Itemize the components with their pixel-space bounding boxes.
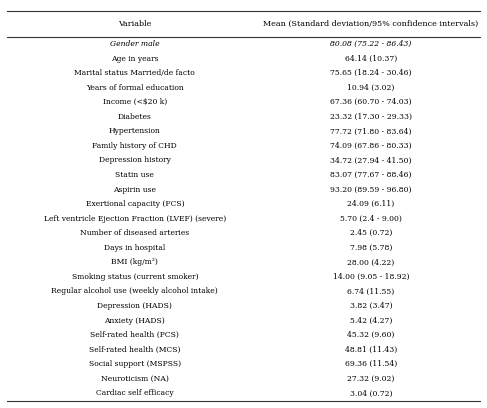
Text: 5.42 (4.27): 5.42 (4.27) [350, 317, 392, 325]
Text: 74.09 (67.86 - 80.33): 74.09 (67.86 - 80.33) [330, 142, 412, 150]
Text: 7.98 (5.78): 7.98 (5.78) [350, 244, 392, 252]
Text: Years of formal education: Years of formal education [86, 84, 184, 92]
Text: 93.20 (89.59 - 96.80): 93.20 (89.59 - 96.80) [330, 186, 412, 193]
Text: 34.72 (27.94 - 41.50): 34.72 (27.94 - 41.50) [330, 156, 412, 164]
Text: Gender male: Gender male [110, 40, 160, 48]
Text: 3.04 (0.72): 3.04 (0.72) [350, 389, 393, 397]
Text: 2.45 (0.72): 2.45 (0.72) [350, 229, 392, 237]
Text: Self-rated health (PCS): Self-rated health (PCS) [91, 331, 179, 339]
Text: Variable: Variable [118, 20, 151, 28]
Text: 67.36 (60.70 - 74.03): 67.36 (60.70 - 74.03) [330, 98, 412, 106]
Text: Depression history: Depression history [99, 156, 171, 164]
Text: Smoking status (current smoker): Smoking status (current smoker) [72, 273, 198, 281]
Text: 77.72 (71.80 - 83.64): 77.72 (71.80 - 83.64) [330, 127, 412, 135]
Text: Regular alcohol use (weekly alcohol intake): Regular alcohol use (weekly alcohol inta… [52, 288, 218, 295]
Text: Hypertension: Hypertension [109, 127, 161, 135]
Text: Statin use: Statin use [115, 171, 154, 179]
Text: 6.74 (11.55): 6.74 (11.55) [347, 288, 394, 295]
Text: Age in years: Age in years [111, 55, 159, 62]
Text: Days in hospital: Days in hospital [104, 244, 166, 252]
Text: 24.09 (6.11): 24.09 (6.11) [347, 200, 394, 208]
Text: 80.08 (75.22 - 86.43): 80.08 (75.22 - 86.43) [330, 40, 412, 48]
Text: Aspirin use: Aspirin use [113, 186, 156, 193]
Text: 23.32 (17.30 - 29.33): 23.32 (17.30 - 29.33) [330, 113, 412, 121]
Text: Depression (HADS): Depression (HADS) [97, 302, 172, 310]
Text: 5.70 (2.4 - 9.00): 5.70 (2.4 - 9.00) [340, 215, 402, 223]
Text: Self-rated health (MCS): Self-rated health (MCS) [89, 346, 181, 354]
Text: 14.00 (9.05 - 18.92): 14.00 (9.05 - 18.92) [333, 273, 409, 281]
Text: Income (<$20 k): Income (<$20 k) [103, 98, 167, 106]
Text: Number of diseased arteries: Number of diseased arteries [80, 229, 189, 237]
Text: 83.07 (77.67 - 88.46): 83.07 (77.67 - 88.46) [330, 171, 412, 179]
Text: 3.82 (3.47): 3.82 (3.47) [350, 302, 393, 310]
Text: BMI (kg/m²): BMI (kg/m²) [112, 258, 158, 266]
Text: Family history of CHD: Family history of CHD [93, 142, 177, 150]
Text: Cardiac self efficacy: Cardiac self efficacy [96, 389, 174, 397]
Text: 48.81 (11.43): 48.81 (11.43) [345, 346, 397, 354]
Text: 27.32 (9.02): 27.32 (9.02) [347, 375, 395, 383]
Text: 45.32 (9.60): 45.32 (9.60) [347, 331, 395, 339]
Text: 10.94 (3.02): 10.94 (3.02) [347, 84, 395, 92]
Text: Exertional capacity (FCS): Exertional capacity (FCS) [86, 200, 184, 208]
Text: Marital status Married/de facto: Marital status Married/de facto [75, 69, 195, 77]
Text: 75.65 (18.24 - 30.46): 75.65 (18.24 - 30.46) [330, 69, 412, 77]
Text: Social support (MSPSS): Social support (MSPSS) [89, 360, 181, 368]
Text: 28.00 (4.22): 28.00 (4.22) [347, 258, 394, 266]
Text: 69.36 (11.54): 69.36 (11.54) [345, 360, 397, 368]
Text: 64.14 (10.37): 64.14 (10.37) [345, 55, 397, 62]
Text: Mean (Standard deviation/95% confidence intervals): Mean (Standard deviation/95% confidence … [263, 20, 479, 28]
Text: Neuroticism (NA): Neuroticism (NA) [101, 375, 169, 383]
Text: Left ventricle Ejection Fraction (LVEF) (severe): Left ventricle Ejection Fraction (LVEF) … [44, 215, 226, 223]
Text: Anxiety (HADS): Anxiety (HADS) [105, 317, 165, 325]
Text: Diabetes: Diabetes [118, 113, 152, 121]
